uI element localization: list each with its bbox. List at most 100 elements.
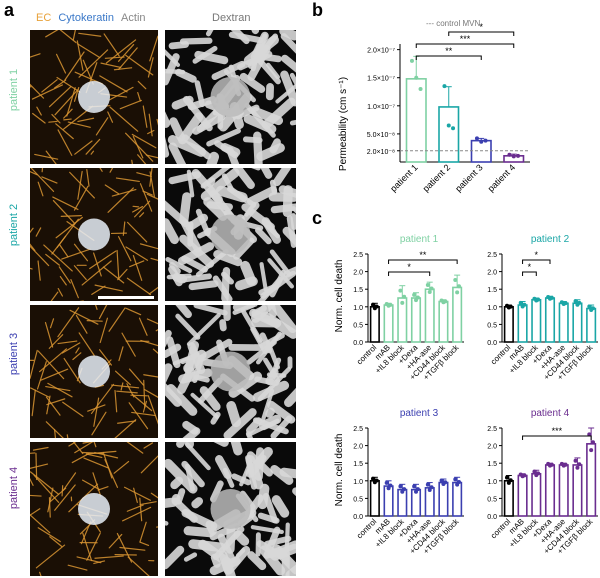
data-point bbox=[414, 75, 419, 80]
data-point bbox=[511, 154, 516, 159]
data-point bbox=[446, 123, 451, 128]
data-point bbox=[591, 306, 596, 311]
significance-bracket bbox=[522, 435, 592, 440]
bar bbox=[558, 302, 569, 343]
image-header-left: EC Cytokeratin Actin bbox=[36, 12, 146, 24]
patient-label-3: patient 3 bbox=[8, 332, 20, 376]
bar bbox=[438, 106, 460, 163]
cell-death-chart-patient-2: patient 2 0.00.51.01.52.02.5controlmAB+I… bbox=[487, 234, 598, 382]
bar bbox=[438, 481, 449, 517]
bar bbox=[586, 307, 597, 343]
data-point bbox=[418, 86, 423, 91]
y-tick-label: 2.5 bbox=[353, 426, 363, 433]
y-tick-label: 1.0 bbox=[353, 479, 363, 486]
data-point bbox=[429, 286, 434, 291]
data-point bbox=[425, 282, 430, 287]
bar bbox=[544, 464, 556, 517]
bar bbox=[405, 78, 427, 163]
significance-label: * bbox=[479, 22, 483, 32]
data-point bbox=[508, 478, 513, 483]
y-tick-label: 0.0 bbox=[487, 340, 497, 347]
significance-bracket bbox=[522, 271, 537, 276]
data-point bbox=[536, 297, 541, 302]
bar bbox=[424, 288, 435, 343]
bar bbox=[424, 487, 435, 517]
y-tick-label: 1.0 bbox=[353, 305, 363, 312]
data-point bbox=[443, 480, 448, 485]
micrograph-dextran-patient-4 bbox=[165, 442, 296, 576]
cell-death-chart-patient-3: patient 3 Norm. cell death 0.0 0.5 1.0 1.5 2… bbox=[334, 408, 464, 556]
data-point bbox=[429, 485, 434, 490]
ec-label: EC bbox=[36, 12, 52, 24]
bar bbox=[503, 480, 514, 517]
data-point bbox=[439, 478, 444, 483]
data-point bbox=[474, 136, 479, 141]
micrograph-dextran-patient-3 bbox=[165, 305, 296, 438]
data-point bbox=[370, 302, 375, 307]
data-point bbox=[402, 294, 407, 299]
data-point bbox=[577, 462, 582, 467]
chart-title-patient-3: patient 3 bbox=[400, 408, 439, 419]
y-tick-label: 1.5 bbox=[353, 461, 363, 468]
chart-title-patient-4: patient 4 bbox=[531, 408, 570, 419]
bar bbox=[410, 297, 422, 343]
significance-label: ** bbox=[445, 46, 453, 56]
data-point bbox=[374, 478, 379, 483]
data-point bbox=[516, 153, 521, 158]
bar bbox=[452, 286, 463, 343]
significance-label: * bbox=[535, 250, 539, 260]
y-tick-label: 1.5 bbox=[487, 287, 497, 294]
micrograph-dextran-patient-2 bbox=[165, 168, 296, 301]
chart-title-patient-1: patient 1 bbox=[400, 234, 439, 245]
y-tick-label: 0.5 bbox=[487, 322, 497, 329]
y-tick-label: 1.5×10⁻⁷ bbox=[367, 76, 395, 83]
legend-control-mvn: --- control MVN bbox=[426, 19, 480, 28]
chart-title-patient-2: patient 2 bbox=[531, 234, 570, 245]
panel-letter-c: c bbox=[312, 208, 323, 228]
y-tick-label: 0.0 bbox=[353, 514, 363, 521]
data-point bbox=[549, 462, 554, 467]
ylabel-patient-3: Norm. cell death bbox=[334, 434, 345, 507]
data-point bbox=[453, 278, 458, 283]
x-tick-label: patient 3 bbox=[453, 162, 484, 193]
y-tick-label: 0.5 bbox=[487, 496, 497, 503]
x-tick-label: patient 2 bbox=[421, 162, 452, 193]
x-tick-label: patient 4 bbox=[486, 162, 517, 193]
bar bbox=[383, 304, 394, 343]
bar bbox=[586, 443, 597, 517]
significance-bracket bbox=[415, 43, 515, 48]
bar bbox=[517, 474, 528, 517]
permeability-chart: --- control MVN Permeability (cm s⁻¹) 2.… bbox=[338, 19, 530, 194]
significance-label: * bbox=[528, 262, 532, 272]
y-tick-label: 1.0 bbox=[487, 479, 497, 486]
data-point bbox=[479, 139, 484, 144]
significance-bracket bbox=[415, 55, 482, 60]
patient-label-2: patient 2 bbox=[8, 203, 20, 247]
y-tick-label: 2.5 bbox=[487, 252, 497, 259]
data-point bbox=[453, 477, 458, 482]
y-tick-label: 1.0 bbox=[487, 305, 497, 312]
data-point bbox=[522, 473, 527, 478]
y-tick-label: 0.0 bbox=[487, 514, 497, 521]
dextran-label: Dextran bbox=[212, 12, 251, 24]
y-tick-label: 1.5 bbox=[353, 287, 363, 294]
data-point bbox=[398, 484, 403, 489]
data-point bbox=[591, 440, 596, 445]
data-point bbox=[415, 487, 420, 492]
data-point bbox=[532, 469, 537, 474]
data-point bbox=[587, 304, 592, 309]
data-point bbox=[518, 300, 523, 305]
patient-label-1: patient 1 bbox=[8, 68, 20, 112]
bar bbox=[369, 306, 380, 343]
bar bbox=[503, 306, 514, 343]
y-tick-label: 2.0 bbox=[353, 270, 363, 277]
bar bbox=[369, 480, 380, 517]
data-point bbox=[402, 487, 407, 492]
bar bbox=[452, 481, 463, 517]
bar bbox=[531, 298, 542, 343]
data-point bbox=[451, 126, 456, 131]
y-tick-label: 2.0 bbox=[487, 444, 497, 451]
data-point bbox=[374, 304, 379, 309]
cell-death-chart-patient-4: patient 4 0.00.51.01.52.02.5controlmAB+I… bbox=[487, 408, 598, 556]
data-point bbox=[587, 432, 592, 437]
